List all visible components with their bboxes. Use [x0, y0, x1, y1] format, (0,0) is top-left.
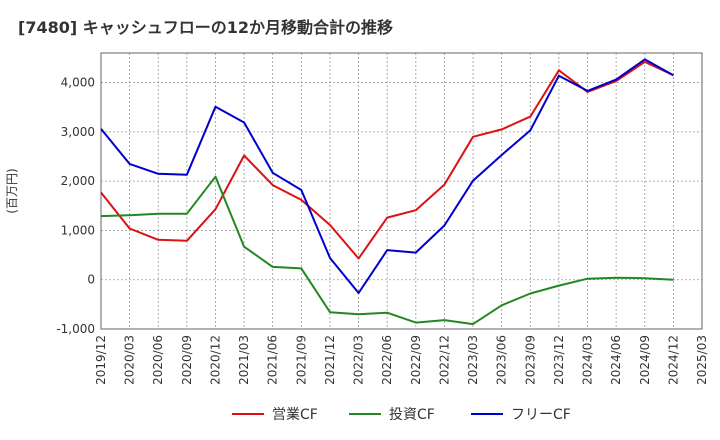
x-tick-label: 2024/06: [609, 335, 623, 385]
y-tick-label: 1,000: [61, 223, 95, 237]
x-tick-label: 2021/12: [323, 335, 337, 385]
chart-title: [7480] キャッシュフローの12か月移動合計の推移: [18, 18, 393, 37]
y-tick-label: 4,000: [61, 76, 95, 90]
x-tick-label: 2022/03: [352, 335, 366, 385]
x-tick-label: 2019/12: [94, 335, 108, 385]
plot-area: [101, 53, 702, 329]
x-tick-label: 2021/09: [294, 335, 308, 385]
x-tick-label: 2022/12: [437, 335, 451, 385]
x-tick-label: 2023/03: [466, 335, 480, 385]
legend-label: フリーCF: [511, 407, 571, 423]
series-line-2: [100, 175, 674, 326]
x-tick-label: 2020/12: [208, 335, 222, 385]
x-tick-label: 2020/03: [123, 335, 137, 385]
x-tick-label: 2025/03: [695, 335, 709, 385]
series-line-3: [100, 58, 674, 294]
x-tick-label: 2023/12: [552, 335, 566, 385]
y-tick-label: 3,000: [61, 125, 95, 139]
x-tick-label: 2020/06: [151, 335, 165, 385]
legend-label: 投資CF: [389, 407, 435, 423]
plot-frame: [100, 52, 703, 330]
x-tick-label: 2021/03: [237, 335, 251, 385]
legend-label: 営業CF: [272, 407, 318, 423]
x-tick-label: 2022/06: [380, 335, 394, 385]
x-tick-label: 2021/06: [266, 335, 280, 385]
series-line-1: [100, 60, 674, 260]
x-tick-label: 2024/03: [581, 335, 595, 385]
x-tick-label: 2020/09: [180, 335, 194, 385]
y-tick-label: 0: [87, 273, 95, 287]
x-tick-label: 2022/09: [409, 335, 423, 385]
x-tick-label: 2024/12: [666, 335, 680, 385]
y-axis-label: (百万円): [5, 168, 19, 213]
x-tick-label: 2024/09: [638, 335, 652, 385]
y-tick-label: 2,000: [61, 174, 95, 188]
x-tick-label: 2023/06: [495, 335, 509, 385]
y-tick-label: -1,000: [56, 322, 95, 336]
x-tick-label: 2023/09: [523, 335, 537, 385]
